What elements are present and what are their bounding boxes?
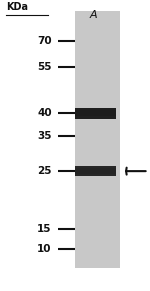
Text: 70: 70	[37, 36, 52, 46]
Bar	[75, 11, 120, 268]
Text: A: A	[90, 10, 98, 20]
Text: 25: 25	[37, 166, 52, 176]
Text: 40: 40	[37, 108, 52, 118]
Text: 35: 35	[37, 132, 52, 141]
Text: 15: 15	[37, 224, 52, 234]
Text: KDa: KDa	[6, 2, 28, 12]
Text: 10: 10	[37, 244, 52, 254]
Text: 55: 55	[37, 62, 52, 72]
